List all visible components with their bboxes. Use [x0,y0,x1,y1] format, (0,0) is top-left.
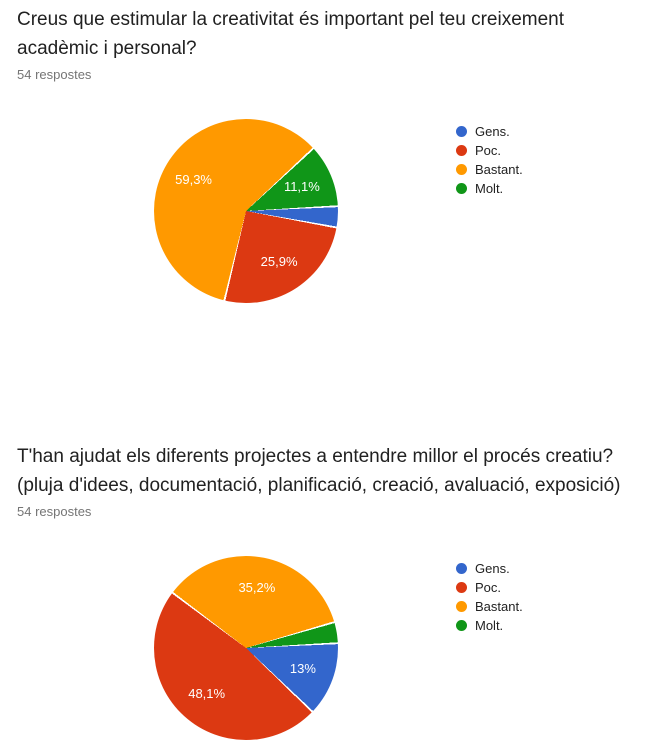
legend: Gens. Poc. Bastant. Molt. [456,559,523,635]
question-title-line-1: Creus que estimular la creativitat és im… [17,9,565,30]
question-block-1: Creus que estimular la creativitat és im… [0,0,663,303]
pie-chart-1: 25,9% 59,3% 11,1% Gens. Poc. Bastant. Molt. [154,119,663,303]
question-title-line-1: T'han ajudat els diferents projectes a e… [17,446,614,467]
legend-label: Molt. [475,181,504,196]
question-title: T'han ajudat els diferents projectes a e… [17,442,657,500]
question-block-2: T'han ajudat els diferents projectes a e… [0,442,663,740]
legend-label: Poc. [475,580,502,595]
legend-item: Poc. [456,141,523,160]
legend-label: Gens. [475,124,510,139]
legend-item: Molt. [456,179,523,198]
legend-dot-icon [456,563,467,574]
pie-chart-2: 13% 48,1% 35,2% Gens. Poc. Bastant. Molt. [154,556,663,740]
question-title: Creus que estimular la creativitat és im… [17,5,657,63]
legend-item: Gens. [456,559,523,578]
slice-label: 59,3% [175,172,212,188]
legend-label: Poc. [475,143,502,158]
legend-label: Gens. [475,561,510,576]
legend-item: Bastant. [456,160,523,179]
legend-dot-icon [456,620,467,631]
question-title-line-2: (pluja d'idees, documentació, planificac… [17,475,621,496]
slice-label: 11,1% [283,179,320,195]
slice-label: 48,1% [188,686,226,702]
legend-dot-icon [456,183,467,194]
slice-label: 13% [289,661,316,677]
responses-count: 54 respostes [17,67,92,82]
legend-dot-icon [456,601,467,612]
legend-label: Molt. [475,618,504,633]
responses-count: 54 respostes [17,504,92,519]
legend-item: Molt. [456,616,523,635]
legend-item: Poc. [456,578,523,597]
question-title-line-2: acadèmic i personal? [17,38,197,59]
slice-label: 35,2% [238,580,276,596]
legend-dot-icon [456,145,467,156]
legend-dot-icon [456,164,467,175]
legend-label: Bastant. [475,599,523,614]
pie: 13% 48,1% 35,2% [154,556,338,740]
legend-item: Gens. [456,122,523,141]
pie: 25,9% 59,3% 11,1% [154,119,338,303]
legend-item: Bastant. [456,597,523,616]
legend-dot-icon [456,126,467,137]
slice-label: 25,9% [260,253,298,269]
legend: Gens. Poc. Bastant. Molt. [456,122,523,198]
legend-dot-icon [456,582,467,593]
legend-label: Bastant. [475,162,523,177]
